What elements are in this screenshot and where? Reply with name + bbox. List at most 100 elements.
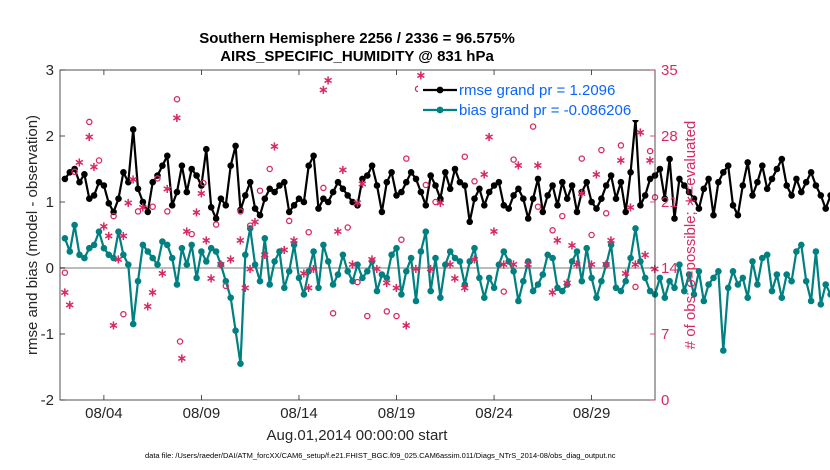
bias-point bbox=[364, 268, 371, 275]
obs-evaluated-marker: ∗ bbox=[162, 182, 173, 197]
obs-evaluated-marker: ∗ bbox=[123, 196, 134, 211]
bias-point bbox=[715, 268, 722, 275]
obs-evaluated-marker: ∗ bbox=[401, 319, 412, 334]
rmse-point bbox=[188, 165, 195, 173]
bias-point bbox=[700, 297, 708, 305]
rmse-point bbox=[212, 215, 220, 222]
bias-point bbox=[446, 248, 454, 255]
bias-point bbox=[198, 248, 205, 255]
obs-possible-marker bbox=[364, 312, 371, 320]
rmse-point bbox=[373, 182, 381, 189]
rmse-point bbox=[139, 198, 147, 206]
rmse-point bbox=[500, 202, 508, 209]
obs-possible-marker bbox=[354, 278, 361, 286]
rmse-point bbox=[759, 162, 766, 169]
bias-point bbox=[173, 281, 181, 288]
obs-evaluated-marker: ∗ bbox=[113, 253, 124, 268]
bias-point bbox=[802, 277, 810, 285]
rmse-point bbox=[720, 169, 727, 176]
rmse-point bbox=[178, 162, 186, 169]
rmse-point bbox=[290, 202, 298, 209]
bias-point bbox=[793, 248, 800, 255]
obs-possible-marker bbox=[256, 187, 264, 194]
rmse-point bbox=[320, 195, 327, 202]
obs-evaluated-marker: ∗ bbox=[645, 154, 656, 169]
obs-evaluated-marker: ∗ bbox=[352, 196, 363, 211]
rmse-point bbox=[442, 169, 449, 176]
obs-evaluated-marker: ∗ bbox=[576, 187, 587, 202]
bias-point bbox=[129, 320, 137, 328]
bias-point bbox=[485, 274, 493, 282]
rmse-point bbox=[485, 188, 493, 196]
rmse-point bbox=[329, 188, 337, 196]
rmse-point bbox=[559, 178, 566, 186]
obs-possible-marker bbox=[305, 228, 312, 236]
obs-evaluated-marker: ∗ bbox=[289, 234, 300, 249]
rmse-point bbox=[305, 162, 313, 169]
obs-possible-marker bbox=[549, 227, 556, 234]
rmse-point bbox=[656, 165, 664, 173]
rmse-point bbox=[339, 185, 347, 193]
obs-possible-marker bbox=[86, 118, 93, 126]
bias-point bbox=[739, 274, 747, 282]
bias-point bbox=[344, 268, 352, 275]
rmse-point bbox=[583, 178, 590, 186]
obs-evaluated-marker: ∗ bbox=[562, 276, 573, 291]
bias-point bbox=[212, 248, 220, 255]
rmse-point bbox=[690, 195, 698, 202]
rmse-point bbox=[256, 211, 264, 219]
rmse-point bbox=[822, 205, 829, 212]
bias-point bbox=[637, 258, 644, 265]
obs-evaluated-marker: ∗ bbox=[98, 220, 109, 235]
bias-point bbox=[232, 327, 239, 335]
rmse-point bbox=[368, 162, 376, 169]
bias-point bbox=[251, 261, 259, 269]
obs-evaluated-marker: ∗ bbox=[128, 172, 139, 187]
bias-point bbox=[168, 254, 176, 262]
bias-point bbox=[759, 254, 766, 262]
bias-point bbox=[378, 271, 386, 278]
bias-point bbox=[656, 274, 664, 282]
obs-evaluated-marker: ∗ bbox=[103, 229, 114, 244]
bias-point bbox=[534, 281, 542, 288]
obs-possible-marker bbox=[510, 156, 517, 163]
y2-tick-label: 28 bbox=[661, 128, 678, 145]
bias-point bbox=[393, 244, 400, 252]
rmse-point bbox=[612, 195, 620, 202]
obs-possible-marker bbox=[432, 198, 439, 206]
obs-evaluated-marker: ∗ bbox=[196, 187, 207, 202]
obs-evaluated-marker: ∗ bbox=[552, 234, 563, 249]
bias-point bbox=[549, 254, 556, 262]
bias-point bbox=[749, 258, 756, 265]
rmse-point bbox=[534, 175, 542, 183]
bias-point bbox=[466, 258, 474, 265]
obs-evaluated-marker: ∗ bbox=[479, 168, 490, 183]
bias-point bbox=[524, 258, 532, 265]
obs-possible-marker bbox=[134, 208, 142, 215]
bias-point bbox=[207, 244, 215, 252]
rmse-point bbox=[510, 192, 517, 199]
y2-tick-label: 35 bbox=[661, 62, 678, 79]
bias-point bbox=[544, 251, 551, 259]
rmse-point bbox=[729, 202, 737, 209]
rmse-point bbox=[81, 171, 88, 178]
bias-point bbox=[476, 274, 483, 282]
bias-point bbox=[744, 294, 751, 302]
bias-point bbox=[763, 251, 771, 259]
obs-possible-marker bbox=[188, 230, 195, 238]
legend-bias-marker bbox=[436, 106, 444, 114]
obs-evaluated-marker: ∗ bbox=[635, 125, 646, 140]
bias-point bbox=[461, 281, 469, 288]
bias-point bbox=[120, 251, 127, 259]
bias-point bbox=[388, 251, 395, 259]
obs-possible-marker bbox=[246, 222, 254, 229]
rmse-point bbox=[281, 178, 288, 186]
y-tick-label: -2 bbox=[41, 392, 54, 409]
rmse-point bbox=[354, 202, 361, 209]
rmse-point bbox=[710, 211, 717, 219]
obs-evaluated-marker: ∗ bbox=[586, 257, 597, 272]
obs-possible-marker bbox=[173, 95, 181, 103]
bias-point bbox=[768, 287, 776, 295]
rmse-point bbox=[100, 182, 108, 189]
bias-point bbox=[578, 277, 586, 285]
